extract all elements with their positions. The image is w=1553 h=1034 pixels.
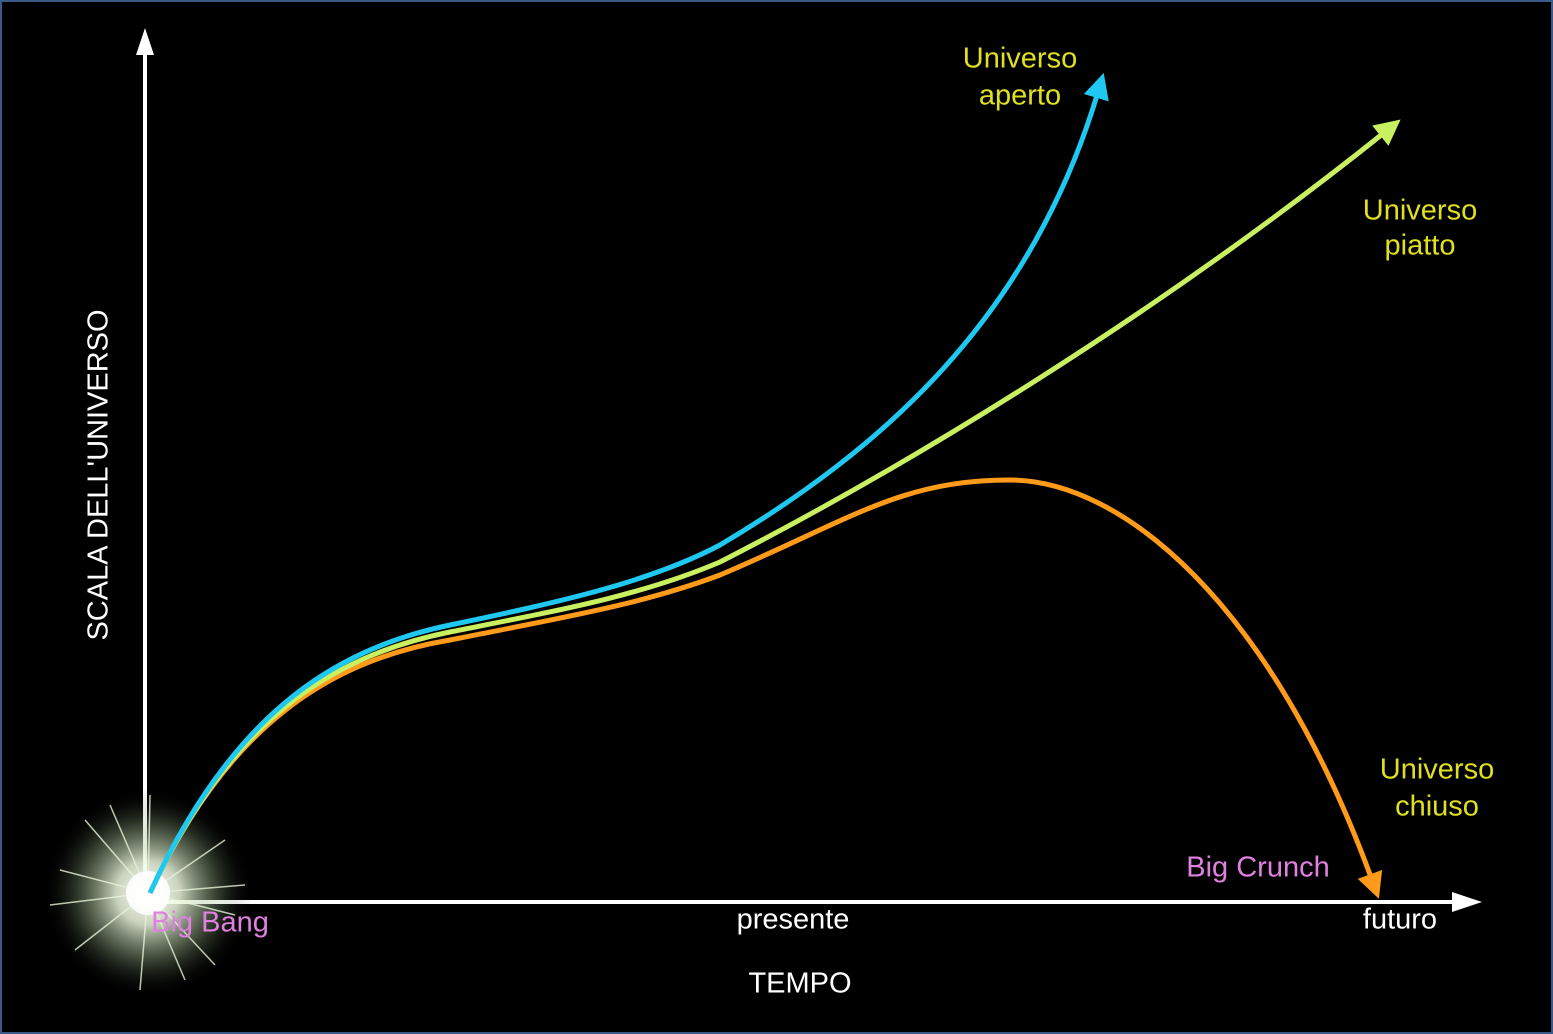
x-axis-label: TEMPO bbox=[748, 968, 851, 1000]
page: SCALA DELL'UNIVERSO TEMPO Big Bang prese… bbox=[0, 0, 1553, 1034]
curve-label: aperto bbox=[979, 80, 1061, 112]
curve-label: Universo bbox=[1380, 754, 1494, 786]
curve-label: Universo bbox=[963, 43, 1077, 75]
y-axis-label: SCALA DELL'UNIVERSO bbox=[83, 309, 115, 640]
diagram: SCALA DELL'UNIVERSO TEMPO Big Bang prese… bbox=[0, 0, 1553, 1034]
end-label: futuro bbox=[1363, 904, 1437, 936]
start-label: Big Bang bbox=[151, 907, 269, 939]
middle-label: presente bbox=[737, 904, 850, 936]
curve-label: Universo bbox=[1363, 195, 1477, 227]
big-bang-burst bbox=[43, 788, 253, 998]
big-crunch-label: Big Crunch bbox=[1186, 852, 1329, 884]
curve-label: piatto bbox=[1385, 230, 1456, 262]
curve-label: chiuso bbox=[1395, 791, 1479, 823]
